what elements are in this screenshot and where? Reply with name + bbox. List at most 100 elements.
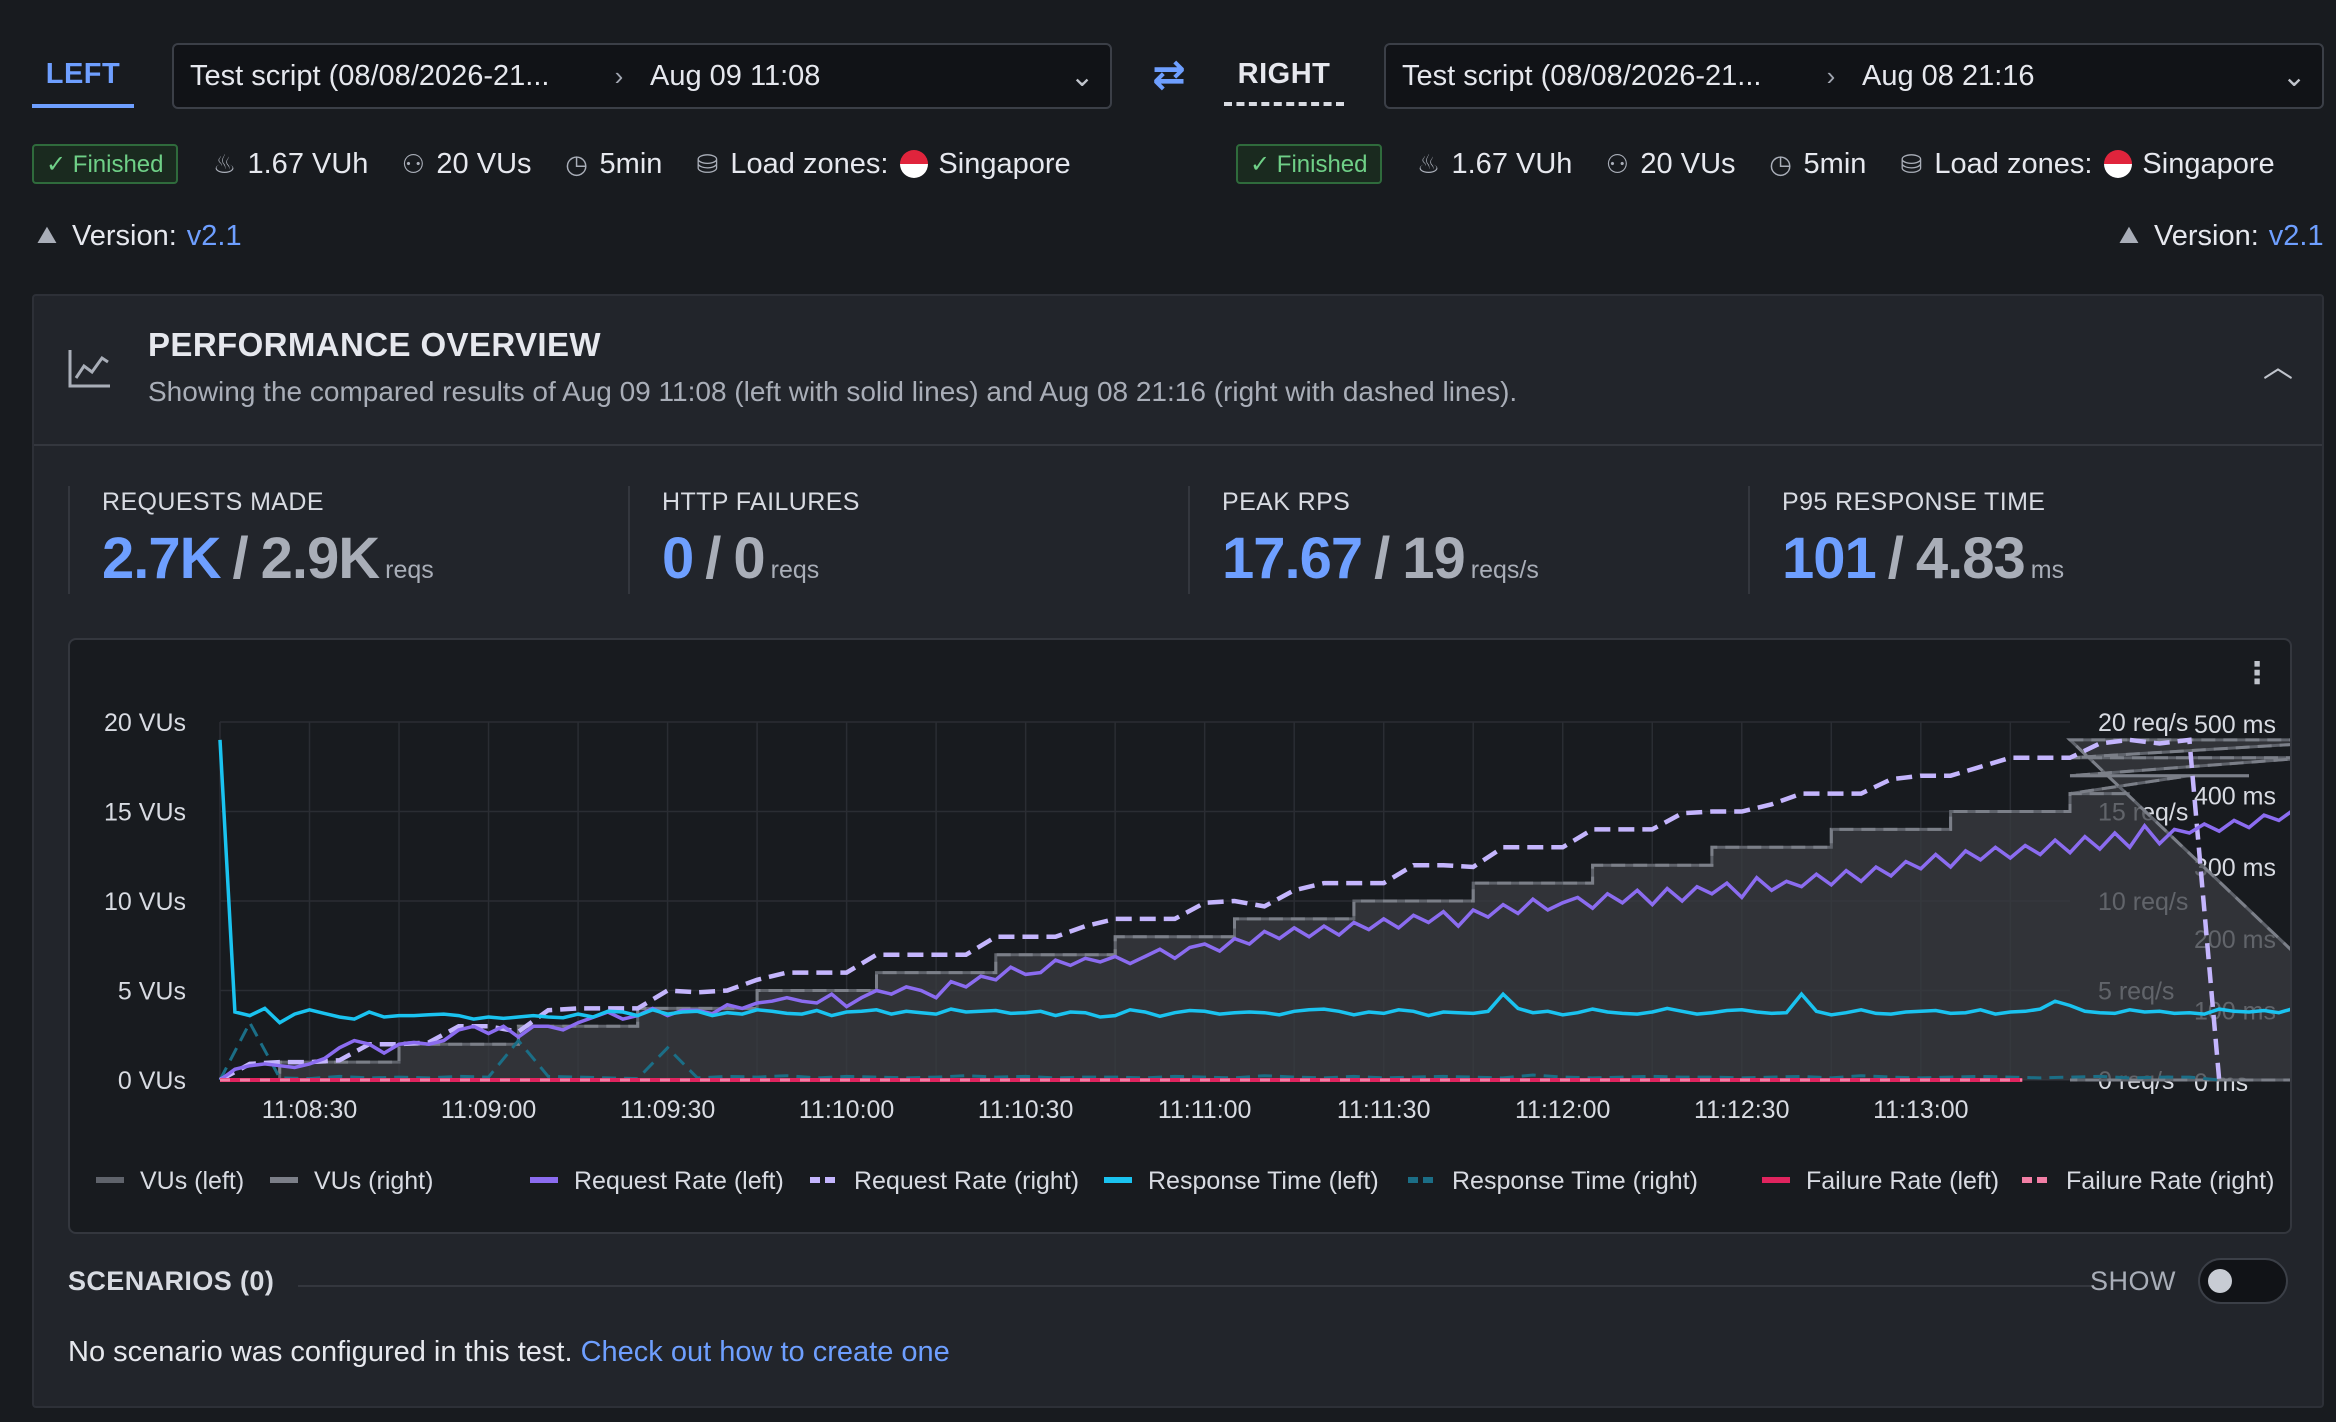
stat-p95-response-time: P95 RESPONSE TIME 101/4.83 ms bbox=[1748, 486, 2312, 594]
left-run-meta: ✓ Finished ♨ 1.67 VUh ⚇ 20 VUs ◷ 5min ⛁ Load… bbox=[32, 140, 1103, 188]
legend-label: Failure Rate (right) bbox=[2066, 1167, 2274, 1195]
toggle-knob bbox=[2208, 1269, 2232, 1293]
stat-label: PEAK RPS bbox=[1222, 488, 1351, 516]
chevron-up-icon[interactable]: ︿ bbox=[2263, 351, 2293, 384]
duration-value: 5min bbox=[1803, 147, 1867, 180]
stat-label: P95 RESPONSE TIME bbox=[1782, 488, 2046, 516]
legend-label: VUs (right) bbox=[314, 1167, 433, 1195]
x-tick: 11:12:30 bbox=[1694, 1096, 1789, 1124]
load-zone-value: Singapore bbox=[938, 147, 1071, 180]
vus-value: 20 VUs bbox=[436, 147, 532, 180]
singapore-flag-icon bbox=[900, 150, 929, 178]
request-rate-right-line bbox=[218, 737, 2222, 1082]
show-label: SHOW bbox=[2090, 1266, 2176, 1296]
performance-overview-panel: PERFORMANCE OVERVIEW Showing the compare… bbox=[32, 294, 2324, 1408]
scenarios-title: SCENARIOS (0) bbox=[68, 1266, 275, 1296]
right-run-script: Test script (08/08/2026-21... bbox=[1402, 59, 1762, 92]
k6-logo-icon: ⛰ bbox=[36, 221, 58, 249]
y-left-tick: 10 VUs bbox=[104, 888, 186, 916]
x-tick: 11:09:00 bbox=[441, 1096, 536, 1124]
tab-right[interactable]: RIGHT bbox=[1224, 54, 1344, 108]
vuh-value: 1.67 VUh bbox=[1451, 147, 1573, 180]
stat-right-value: 19 bbox=[1402, 526, 1466, 591]
stat-unit: reqs bbox=[385, 556, 434, 584]
y-left-tick: 5 VUs bbox=[118, 978, 186, 1006]
vus-left-area bbox=[220, 739, 2290, 1080]
database-icon: ⛁ bbox=[696, 148, 719, 179]
y-right-time-tick: 400 ms bbox=[2194, 783, 2276, 811]
vus-right-line bbox=[220, 738, 2290, 1082]
right-version: ⛰ Version: v2.1 bbox=[2114, 220, 2324, 253]
x-tick: 11:12:00 bbox=[1515, 1096, 1610, 1124]
legend-label: VUs (left) bbox=[140, 1167, 244, 1195]
left-run-select[interactable]: Test script (08/08/2026-21... › Aug 09 1… bbox=[172, 43, 1112, 109]
flame-icon: ♨ bbox=[212, 148, 237, 179]
x-tick: 11:11:30 bbox=[1337, 1096, 1431, 1124]
scenarios-empty-message: No scenario was configured in this test.… bbox=[68, 1336, 950, 1369]
stat-http-failures: HTTP FAILURES 0/0 reqs bbox=[628, 486, 1192, 594]
stat-left-value: 0 bbox=[662, 526, 694, 591]
response-time-left-line bbox=[218, 739, 2290, 1025]
left-run-date: Aug 09 11:08 bbox=[650, 59, 821, 92]
clock-icon: ◷ bbox=[1769, 148, 1792, 179]
chevron-right-icon: › bbox=[1826, 60, 1836, 91]
left-version: ⛰ Version: v2.1 bbox=[32, 220, 242, 253]
show-scenarios-toggle[interactable] bbox=[2198, 1258, 2288, 1304]
chevron-down-icon: ⌄ bbox=[2282, 60, 2307, 93]
load-zones-label: Load zones: bbox=[1934, 147, 2093, 180]
stat-peak-rps: PEAK RPS 17.67/19 reqs/s bbox=[1188, 486, 1752, 594]
k6-logo-icon: ⛰ bbox=[2118, 221, 2140, 249]
tab-left[interactable]: LEFT bbox=[32, 54, 134, 108]
create-scenario-link[interactable]: Check out how to create one bbox=[580, 1336, 950, 1368]
legend-label: Response Time (right) bbox=[1452, 1167, 1698, 1195]
response-time-right-line bbox=[218, 1019, 2220, 1082]
vus-value: 20 VUs bbox=[1640, 147, 1736, 180]
panel-header[interactable]: PERFORMANCE OVERVIEW Showing the compare… bbox=[34, 296, 2322, 446]
chevron-right-icon: › bbox=[614, 60, 624, 91]
users-icon: ⚇ bbox=[1605, 148, 1630, 179]
status-badge: ✓ Finished bbox=[32, 144, 178, 184]
right-run-select[interactable]: Test script (08/08/2026-21... › Aug 08 2… bbox=[1384, 43, 2324, 109]
tab-right-label: RIGHT bbox=[1237, 58, 1331, 90]
legend-label: Request Rate (right) bbox=[854, 1167, 1079, 1195]
x-tick: 11:09:30 bbox=[620, 1096, 715, 1124]
x-tick: 11:11:00 bbox=[1158, 1096, 1252, 1124]
stat-unit: ms bbox=[2030, 556, 2065, 584]
stat-right-value: 4.83 bbox=[1915, 526, 2026, 591]
y-right-rate-tick: 20 req/s bbox=[2098, 709, 2188, 737]
tab-right-dashed-underline bbox=[1224, 102, 1344, 106]
y-right-time-tick: 500 ms bbox=[2194, 711, 2276, 739]
load-zone-value: Singapore bbox=[2142, 147, 2275, 180]
version-link[interactable]: v2.1 bbox=[2268, 220, 2324, 252]
legend-label: Response Time (left) bbox=[1148, 1167, 1379, 1195]
right-run-date: Aug 08 21:16 bbox=[1862, 59, 2035, 92]
clock-icon: ◷ bbox=[565, 148, 588, 179]
stat-unit: reqs bbox=[770, 556, 820, 584]
right-run-meta: ✓ Finished ♨ 1.67 VUh ⚇ 20 VUs ◷ 5min ⛁ Load… bbox=[1236, 140, 2275, 188]
chevron-down-icon: ⌄ bbox=[1070, 60, 1095, 93]
x-tick: 11:13:00 bbox=[1873, 1096, 1968, 1124]
duration-value: 5min bbox=[599, 147, 663, 180]
vuh-value: 1.67 VUh bbox=[247, 147, 369, 180]
stat-unit: reqs/s bbox=[1470, 556, 1539, 584]
status-badge: ✓ Finished bbox=[1236, 144, 1382, 184]
version-label: Version: bbox=[2154, 220, 2259, 252]
divider bbox=[298, 1285, 2092, 1287]
legend-label: Request Rate (left) bbox=[574, 1167, 784, 1195]
swap-runs-icon[interactable]: ⇄ bbox=[1152, 53, 1186, 97]
stat-requests-made: REQUESTS MADE 2.7K/2.9K reqs bbox=[68, 486, 632, 594]
stat-left-value: 101 bbox=[1782, 526, 1877, 591]
x-tick: 11:10:00 bbox=[799, 1096, 894, 1124]
left-run-script: Test script (08/08/2026-21... bbox=[190, 59, 550, 92]
stat-label: REQUESTS MADE bbox=[102, 488, 324, 516]
x-tick: 11:10:30 bbox=[978, 1096, 1073, 1124]
y-left-tick: 0 VUs bbox=[118, 1067, 186, 1095]
line-chart-icon bbox=[68, 350, 110, 388]
y-left-tick: 20 VUs bbox=[104, 709, 186, 737]
stat-right-value: 2.9K bbox=[260, 526, 381, 591]
version-link[interactable]: v2.1 bbox=[186, 220, 242, 252]
load-zones-label: Load zones: bbox=[730, 147, 889, 180]
stat-right-value: 0 bbox=[733, 526, 765, 591]
